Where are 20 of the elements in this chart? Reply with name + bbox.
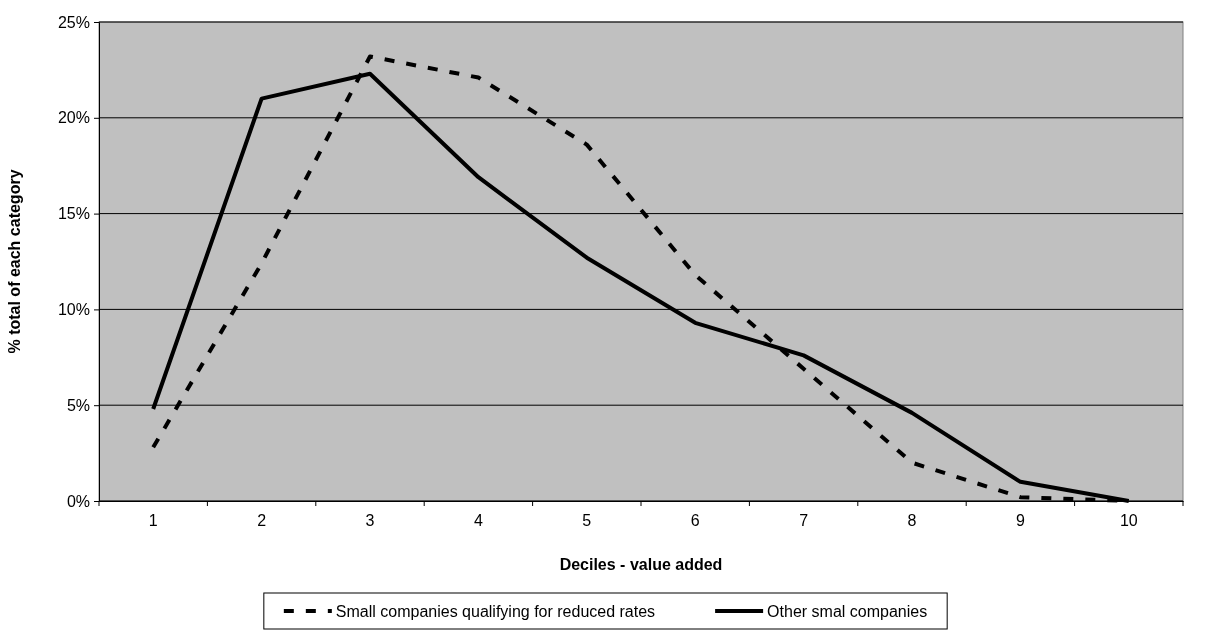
x-tick-label: 10 xyxy=(1119,512,1138,530)
y-tick-label: 20% xyxy=(57,109,90,127)
x-tick-label: 2 xyxy=(257,512,267,530)
legend-label: Small companies qualifying for reduced rates xyxy=(335,603,656,620)
y-axis-title: % total of each category xyxy=(6,169,23,354)
x-tick-label: 6 xyxy=(690,512,700,530)
y-tick-label: 15% xyxy=(57,205,90,223)
x-tick-label: 9 xyxy=(1015,512,1025,530)
x-tick-label: 5 xyxy=(582,512,592,530)
x-tick-label: 1 xyxy=(148,512,158,530)
legend-label: Other smal companies xyxy=(767,603,928,620)
x-tick-label: 3 xyxy=(365,512,375,530)
y-tick-label: 5% xyxy=(66,396,90,414)
y-tick-label: 0% xyxy=(66,492,90,510)
y-tick-label: 10% xyxy=(57,301,90,319)
y-tick-label: 25% xyxy=(57,13,90,31)
x-tick-label: 8 xyxy=(907,512,917,530)
x-tick-label: 7 xyxy=(799,512,809,530)
x-axis-title: Deciles - value added xyxy=(559,556,723,573)
x-tick-label: 4 xyxy=(473,512,483,530)
